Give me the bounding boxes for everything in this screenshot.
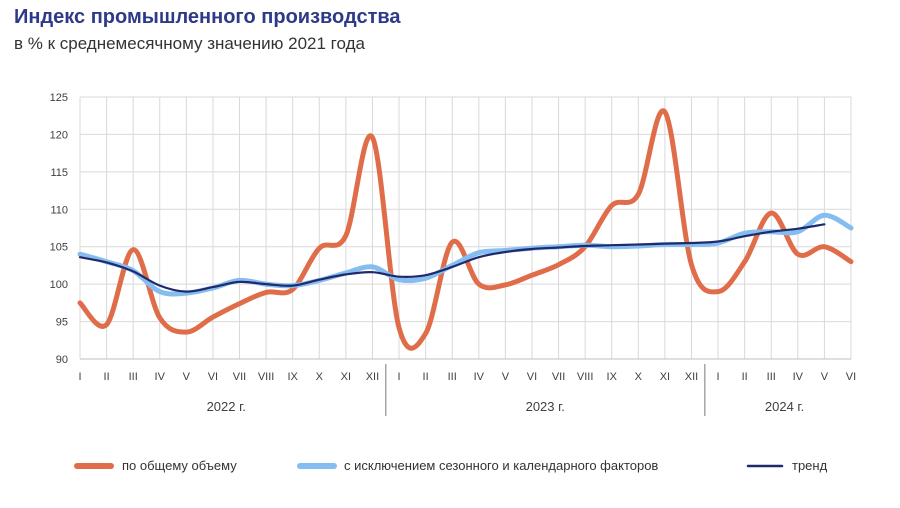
x-tick-label: III [129, 371, 138, 383]
year-label: 2024 г. [765, 399, 804, 414]
y-tick-label: 95 [56, 317, 68, 329]
grid [79, 96, 852, 360]
x-tick-label: VIII [258, 371, 275, 383]
y-tick-label: 110 [50, 204, 68, 216]
x-tick-label: VII [233, 371, 246, 383]
x-tick-label: V [821, 371, 829, 383]
x-tick-label: IX [287, 371, 298, 383]
series-lines [77, 108, 854, 351]
series-line-trend [78, 223, 826, 293]
x-tick-label: II [423, 371, 429, 383]
x-tick-label: XII [685, 371, 698, 383]
year-label: 2023 г. [526, 399, 565, 414]
legend-label-seasonal: с исключением сезонного и календарного ф… [344, 458, 658, 473]
legend: по общему объему с исключением сезонного … [74, 458, 828, 473]
x-tick-label: XI [660, 371, 670, 383]
y-tick-label: 105 [50, 242, 68, 254]
y-tick-label: 90 [56, 354, 68, 366]
x-tick-label: IV [474, 371, 485, 383]
x-tick-label: X [316, 371, 324, 383]
y-tick-label: 100 [50, 279, 68, 291]
year-label: 2022 г. [207, 399, 246, 414]
x-tick-label: I [78, 371, 81, 383]
x-tick-label: II [742, 371, 748, 383]
x-tick-label: I [398, 371, 401, 383]
x-tick-label: VI [208, 371, 218, 383]
x-tick-label: I [717, 371, 720, 383]
x-tick-label: V [502, 371, 510, 383]
x-tick-label: II [104, 371, 110, 383]
x-tick-label: III [767, 371, 776, 383]
x-tick-label: IV [793, 371, 804, 383]
y-tick-label: 115 [50, 167, 68, 179]
x-tick-label: VIII [577, 371, 594, 383]
chart-title: Индекс промышленного производства [14, 6, 401, 28]
y-tick-label: 125 [50, 92, 68, 104]
x-tick-label: X [635, 371, 643, 383]
x-tick-label: XII [366, 371, 379, 383]
x-tick-label: IX [607, 371, 618, 383]
x-tick-label: VII [552, 371, 565, 383]
legend-label-trend: тренд [792, 458, 828, 473]
chart-subtitle: в % к среднемесячному значению 2021 года [14, 34, 365, 53]
legend-label-total: по общему объему [122, 458, 237, 473]
x-tick-label: VI [846, 371, 856, 383]
y-tick-label: 120 [50, 129, 68, 141]
x-tick-label: V [183, 371, 191, 383]
x-tick-label: XI [341, 371, 351, 383]
x-tick-label: III [448, 371, 457, 383]
series-line-total [77, 108, 854, 351]
x-tick-label: IV [155, 371, 166, 383]
x-tick-label: VI [527, 371, 537, 383]
